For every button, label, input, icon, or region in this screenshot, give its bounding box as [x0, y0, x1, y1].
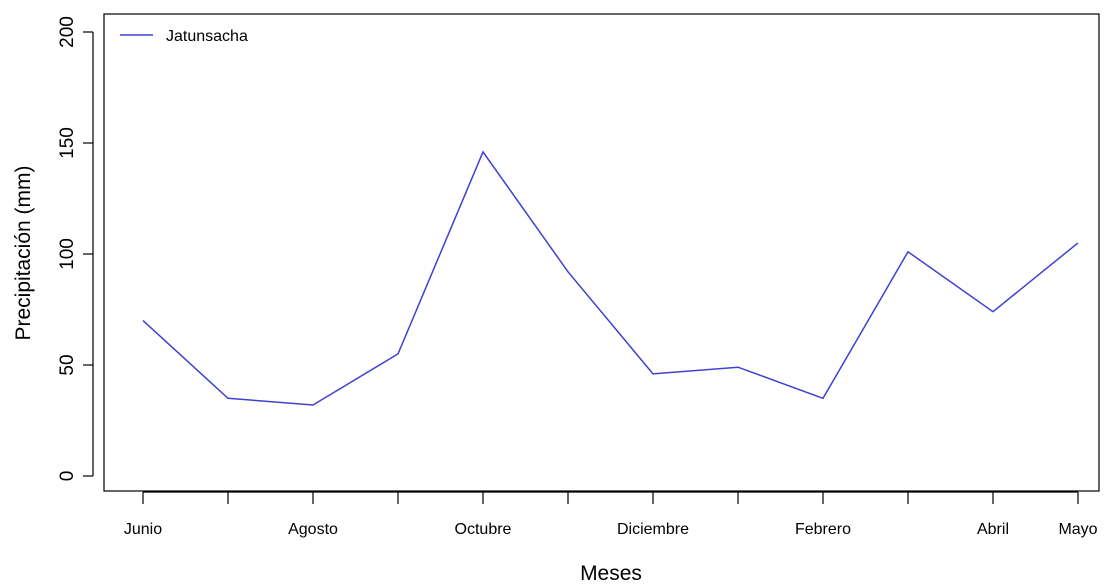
- legend-label: Jatunsacha: [166, 28, 248, 45]
- x-axis: Junio Agosto Octubre Diciembre Febrero Abril M…: [124, 492, 1098, 538]
- x-axis-title: Meses: [580, 562, 642, 584]
- plot-frame: [104, 14, 1099, 491]
- x-tick-label: Diciembre: [617, 521, 689, 538]
- x-tick-label: Junio: [124, 521, 162, 538]
- y-tick-label: 50: [57, 354, 78, 375]
- y-tick-label: 150: [57, 127, 78, 159]
- series-line-0: [143, 152, 1078, 405]
- x-tick-label: Febrero: [795, 521, 851, 538]
- legend: Jatunsacha: [120, 28, 248, 45]
- y-axis: 0 50 100 150 200: [57, 16, 93, 481]
- y-tick-label: 200: [57, 16, 78, 48]
- x-tick-label: Agosto: [288, 521, 338, 538]
- x-tick-label: Abril: [977, 521, 1009, 538]
- y-tick-label: 0: [57, 471, 78, 482]
- x-tick-label: Octubre: [455, 521, 512, 538]
- y-tick-label: 100: [57, 238, 78, 270]
- series-group: [143, 152, 1078, 405]
- x-tick-label: Mayo: [1058, 521, 1097, 538]
- y-axis-title: Precipitación (mm): [12, 165, 35, 340]
